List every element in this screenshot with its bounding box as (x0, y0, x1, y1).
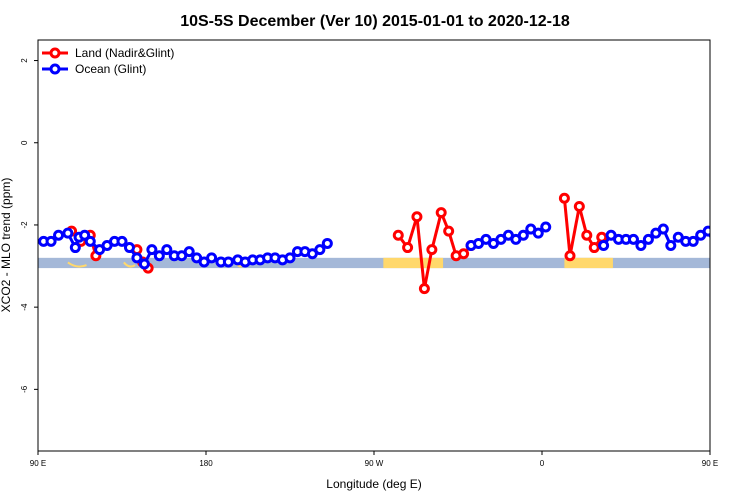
x-axis: 90 E 180 90 W 0 90 E (30, 451, 718, 468)
data-point (45, 235, 57, 247)
data-point (222, 256, 234, 268)
data-point (741, 242, 749, 250)
data-point (687, 235, 699, 247)
data-point (598, 240, 610, 251)
data-point (702, 225, 710, 237)
y-tick-label: -6 (20, 385, 29, 393)
data-point (642, 233, 654, 245)
x-tick-label: 90 E (30, 459, 46, 468)
data-point (131, 252, 143, 264)
data-point (62, 227, 74, 239)
data-point (284, 252, 296, 264)
data-point (69, 242, 81, 254)
data-point (314, 244, 326, 256)
data-point (426, 244, 438, 256)
data-point (418, 283, 430, 295)
legend-marker (49, 63, 61, 75)
data-point (588, 242, 600, 254)
data-point (153, 250, 165, 262)
data-point (402, 242, 414, 254)
data-point (657, 223, 669, 235)
data-point (458, 248, 470, 260)
data-point (392, 229, 404, 241)
data-point (183, 246, 195, 258)
y-axis-label: XCO2 - MLO trend (ppm) (0, 178, 13, 313)
legend-label: Ocean (Glint) (75, 62, 146, 76)
legend: Land (Nadir&Glint) Ocean (Glint) (42, 46, 174, 76)
data-point (635, 240, 647, 251)
x-tick-label: 90 W (365, 459, 384, 468)
data-point (532, 227, 544, 239)
data-point (517, 229, 529, 241)
series-line-segment (716, 235, 723, 247)
data-point (558, 192, 570, 204)
y-tick-label: -4 (20, 303, 29, 311)
series-line-segment (568, 206, 581, 257)
series-line-segment (731, 237, 738, 249)
series-line-segment (745, 241, 750, 245)
data-point (443, 225, 455, 237)
series-line-segment (415, 216, 426, 289)
series-layer (38, 192, 750, 295)
y-tick-label: -2 (20, 221, 29, 229)
chart-title: 10S-5S December (Ver 10) 2015-01-01 to 2… (180, 13, 570, 30)
series-line-segment (738, 246, 745, 250)
data-point (321, 237, 333, 249)
data-point (116, 235, 128, 247)
data-point (719, 231, 727, 239)
data-point (665, 240, 677, 251)
series-1 (38, 221, 750, 270)
data-point (435, 207, 447, 219)
series-line-segment (422, 249, 434, 289)
data-point (138, 258, 150, 270)
legend-marker (49, 47, 61, 59)
land-band-segment (383, 257, 444, 269)
data-point (540, 221, 552, 233)
data-point (53, 229, 65, 241)
data-point (79, 229, 91, 241)
y-axis: 2 0 -2 -4 -6 (20, 58, 38, 393)
data-point (627, 233, 639, 245)
y-tick-label: 0 (20, 140, 29, 145)
y-tick-label: 2 (20, 58, 29, 63)
data-point (161, 244, 173, 256)
data-point (581, 229, 593, 241)
x-tick-label: 180 (199, 459, 213, 468)
data-point (123, 242, 135, 254)
island-mark (67, 261, 87, 268)
x-tick-label: 0 (540, 459, 545, 468)
x-tick-label: 90 E (702, 459, 718, 468)
legend-entry: Ocean (Glint) (42, 62, 146, 76)
series-line-segment (430, 212, 443, 250)
data-point (564, 250, 576, 262)
data-point (206, 252, 218, 264)
data-point (411, 211, 423, 223)
island-mark (123, 261, 136, 268)
legend-label: Land (Nadir&Glint) (75, 46, 174, 60)
land-band-segment (564, 257, 613, 269)
data-point (734, 246, 742, 254)
series-line-segment (723, 235, 730, 237)
legend-entry: Land (Nadir&Glint) (42, 46, 174, 60)
data-point (84, 235, 96, 247)
data-point (146, 244, 158, 256)
data-point (573, 200, 585, 212)
x-axis-label: Longitude (deg E) (326, 477, 421, 491)
data-point (727, 233, 735, 241)
series-line-segment (562, 198, 572, 256)
ocean-band (38, 257, 710, 269)
data-point (712, 244, 720, 252)
